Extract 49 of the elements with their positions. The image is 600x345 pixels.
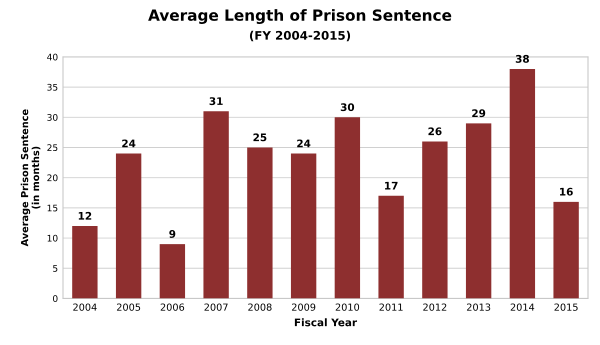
x-tick-label: 2005 [116, 303, 140, 311]
x-tick-label: 2006 [160, 303, 184, 311]
bar [72, 226, 98, 298]
y-tick-label: 0 [52, 295, 58, 302]
bar [247, 147, 273, 298]
y-tick-label: 20 [47, 174, 58, 182]
data-label: 9 [169, 230, 176, 238]
data-label: 16 [560, 188, 573, 196]
x-tick-label: 2015 [554, 303, 578, 311]
y-tick-label: 10 [48, 234, 58, 242]
data-label: 25 [253, 133, 266, 142]
bar [116, 154, 142, 298]
x-axis-title: Fiscal Year [294, 318, 358, 326]
data-label: 29 [472, 109, 486, 118]
x-tick-label: 2013 [466, 303, 490, 311]
data-label: 24 [297, 139, 310, 148]
x-tick-label: 2011 [379, 303, 403, 311]
y-tick-label: 40 [47, 54, 58, 60]
data-label: 38 [516, 54, 529, 63]
x-tick-label: 2010 [336, 303, 360, 311]
data-label: 31 [210, 97, 223, 106]
chart-subtitle: (FY 2004-2015) [250, 30, 350, 42]
y-tick-label: 5 [53, 265, 58, 272]
y-tick-label: 35 [47, 84, 58, 91]
y-tick-label: 15 [48, 204, 58, 212]
x-tick-label: 2012 [423, 303, 446, 311]
y-tick-label: 25 [47, 144, 58, 152]
data-label: 24 [122, 139, 136, 148]
bar [422, 141, 448, 298]
x-tick-label: 2008 [248, 303, 272, 311]
bar [378, 196, 404, 298]
data-label: 30 [340, 103, 354, 112]
data-label: 26 [428, 127, 442, 136]
x-tick-label: 2009 [292, 303, 316, 311]
chart-title: Average Length of Prison Sentence [148, 9, 452, 24]
x-tick-label: 2004 [73, 303, 97, 311]
x-tick-label: 2007 [204, 303, 228, 311]
y-tick-label: 30 [47, 114, 58, 121]
bar [334, 117, 360, 298]
bar [160, 244, 186, 298]
y-axis-title: Average Prison Sentence (in months) [20, 109, 40, 246]
bar [510, 69, 536, 298]
bar [553, 202, 579, 298]
bar [290, 154, 316, 298]
data-label: 12 [78, 212, 92, 220]
bar [466, 123, 492, 298]
data-label: 17 [385, 182, 398, 190]
x-tick-label: 2014 [510, 303, 534, 311]
bar [203, 111, 229, 298]
